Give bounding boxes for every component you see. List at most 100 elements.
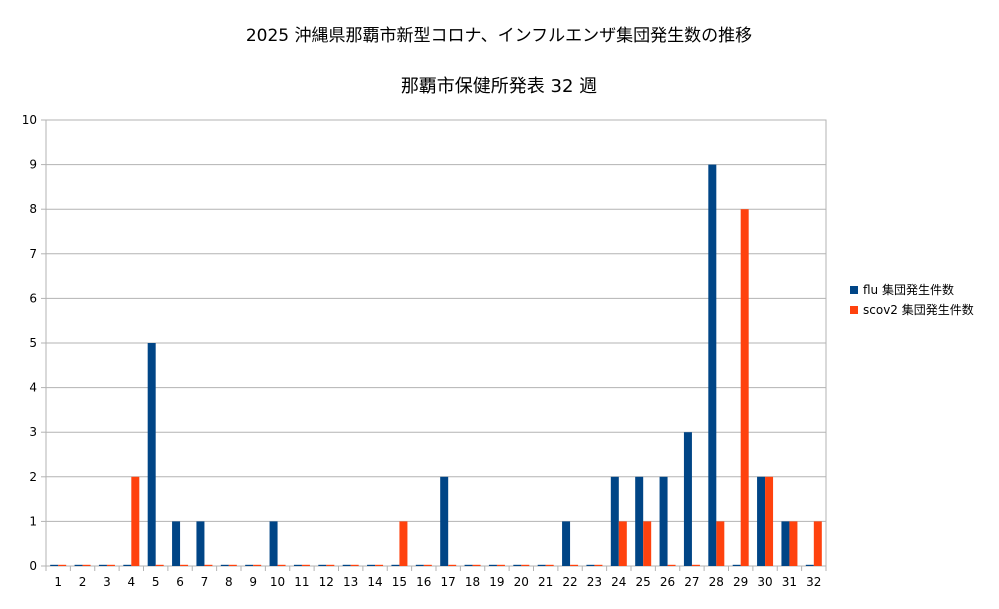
legend-label: flu 集団発生件数: [863, 282, 954, 297]
x-tick-label: 20: [514, 575, 529, 589]
chart-title: 2025 沖縄県那覇市新型コロナ、インフルエンザ集団発生数の推移: [246, 26, 752, 46]
x-tick-label: 11: [294, 575, 309, 589]
x-tick-label: 7: [201, 575, 209, 589]
bar-scov2-week-32: [813, 521, 822, 566]
legend-label: scov2 集団発生件数: [863, 302, 974, 317]
y-tick-label: 4: [29, 381, 37, 395]
bar-scov2-week-31: [789, 521, 798, 566]
bar-flu-week-14: [367, 564, 376, 566]
bar-flu-week-26: [659, 476, 668, 566]
x-tick-label: 19: [489, 575, 504, 589]
bar-scov2-week-26: [667, 564, 676, 566]
bar-flu-week-24: [610, 476, 619, 566]
bar-scov2-week-20: [521, 564, 530, 566]
y-tick-label: 6: [29, 291, 37, 305]
bar-flu-week-13: [342, 564, 351, 566]
bar-scov2-week-3: [106, 564, 115, 566]
y-tick-label: 1: [29, 514, 37, 528]
bar-flu-week-30: [757, 476, 766, 566]
bar-scov2-week-9: [253, 564, 262, 566]
x-tick-label: 10: [270, 575, 285, 589]
bar-scov2-week-21: [545, 564, 554, 566]
x-tick-label: 21: [538, 575, 553, 589]
bar-scov2-week-14: [375, 564, 384, 566]
bar-scov2-week-11: [301, 564, 310, 566]
x-tick-label: 27: [684, 575, 699, 589]
legend: flu 集団発生件数 scov2 集団発生件数: [850, 282, 974, 317]
x-tick-label: 24: [611, 575, 626, 589]
bar-scov2-week-12: [326, 564, 335, 566]
x-tick-label: 31: [782, 575, 797, 589]
x-tick-label: 8: [225, 575, 233, 589]
bar-scov2-week-16: [423, 564, 432, 566]
bar-flu-week-16: [415, 564, 424, 566]
x-tick-label: 4: [127, 575, 135, 589]
y-tick-label: 3: [29, 425, 37, 439]
legend-swatch: [850, 306, 858, 314]
chart-subtitle: 那覇市保健所発表 32 週: [401, 76, 597, 97]
bar-scov2-week-1: [58, 564, 67, 566]
x-tick-label: 28: [709, 575, 724, 589]
bar-flu-week-9: [245, 564, 254, 566]
bar-flu-week-11: [293, 564, 302, 566]
legend-swatch: [850, 286, 858, 294]
bar-flu-week-27: [683, 432, 692, 566]
y-tick-label: 10: [22, 113, 37, 127]
x-tick-label: 3: [103, 575, 111, 589]
bar-flu-week-21: [537, 564, 546, 566]
x-tick-label: 25: [636, 575, 651, 589]
x-tick-label: 13: [343, 575, 358, 589]
y-tick-label: 2: [29, 470, 37, 484]
x-tick-label: 26: [660, 575, 675, 589]
x-tick-label: 9: [249, 575, 257, 589]
bar-scov2-week-28: [716, 521, 725, 566]
bar-flu-week-10: [269, 521, 278, 566]
x-tick-label: 18: [465, 575, 480, 589]
y-tick-label: 5: [29, 336, 37, 350]
bar-flu-week-7: [196, 521, 205, 566]
bar-scov2-week-8: [228, 564, 237, 566]
x-tick-label: 22: [562, 575, 577, 589]
bar-scov2-week-27: [691, 564, 700, 566]
x-tick-label: 16: [416, 575, 431, 589]
bar-flu-week-22: [562, 521, 571, 566]
bar-flu-week-1: [50, 564, 59, 566]
bar-scov2-week-5: [155, 564, 164, 566]
bar-scov2-week-10: [277, 564, 286, 566]
bar-flu-week-4: [123, 564, 132, 566]
bar-flu-week-18: [464, 564, 473, 566]
bar-scov2-week-22: [570, 564, 579, 566]
bar-scov2-week-18: [472, 564, 481, 566]
x-tick-label: 15: [392, 575, 407, 589]
bar-flu-week-28: [708, 164, 717, 566]
bar-scov2-week-23: [594, 564, 603, 566]
bar-flu-week-17: [440, 476, 449, 566]
bar-scov2-week-15: [399, 521, 408, 566]
bar-scov2-week-2: [82, 564, 91, 566]
x-tick-label: 6: [176, 575, 184, 589]
x-tick-label: 30: [757, 575, 772, 589]
bar-scov2-week-24: [618, 521, 627, 566]
bar-scov2-week-29: [740, 209, 749, 566]
bar-scov2-week-17: [448, 564, 457, 566]
bar-flu-week-6: [172, 521, 181, 566]
bar-scov2-week-30: [765, 476, 774, 566]
bar-flu-week-23: [586, 564, 595, 566]
x-tick-label: 12: [319, 575, 334, 589]
bar-scov2-week-4: [131, 476, 140, 566]
bar-scov2-week-25: [643, 521, 652, 566]
bars: [50, 164, 822, 566]
bar-flu-week-32: [805, 564, 814, 566]
x-tick-label: 23: [587, 575, 602, 589]
bar-flu-week-25: [635, 476, 644, 566]
bar-flu-week-2: [74, 564, 83, 566]
bar-flu-week-19: [488, 564, 497, 566]
bar-scov2-week-6: [180, 564, 189, 566]
bar-flu-week-15: [391, 564, 400, 566]
y-tick-label: 9: [29, 158, 37, 172]
bar-flu-week-8: [220, 564, 229, 566]
bar-flu-week-5: [147, 343, 156, 566]
x-tick-label: 5: [152, 575, 160, 589]
